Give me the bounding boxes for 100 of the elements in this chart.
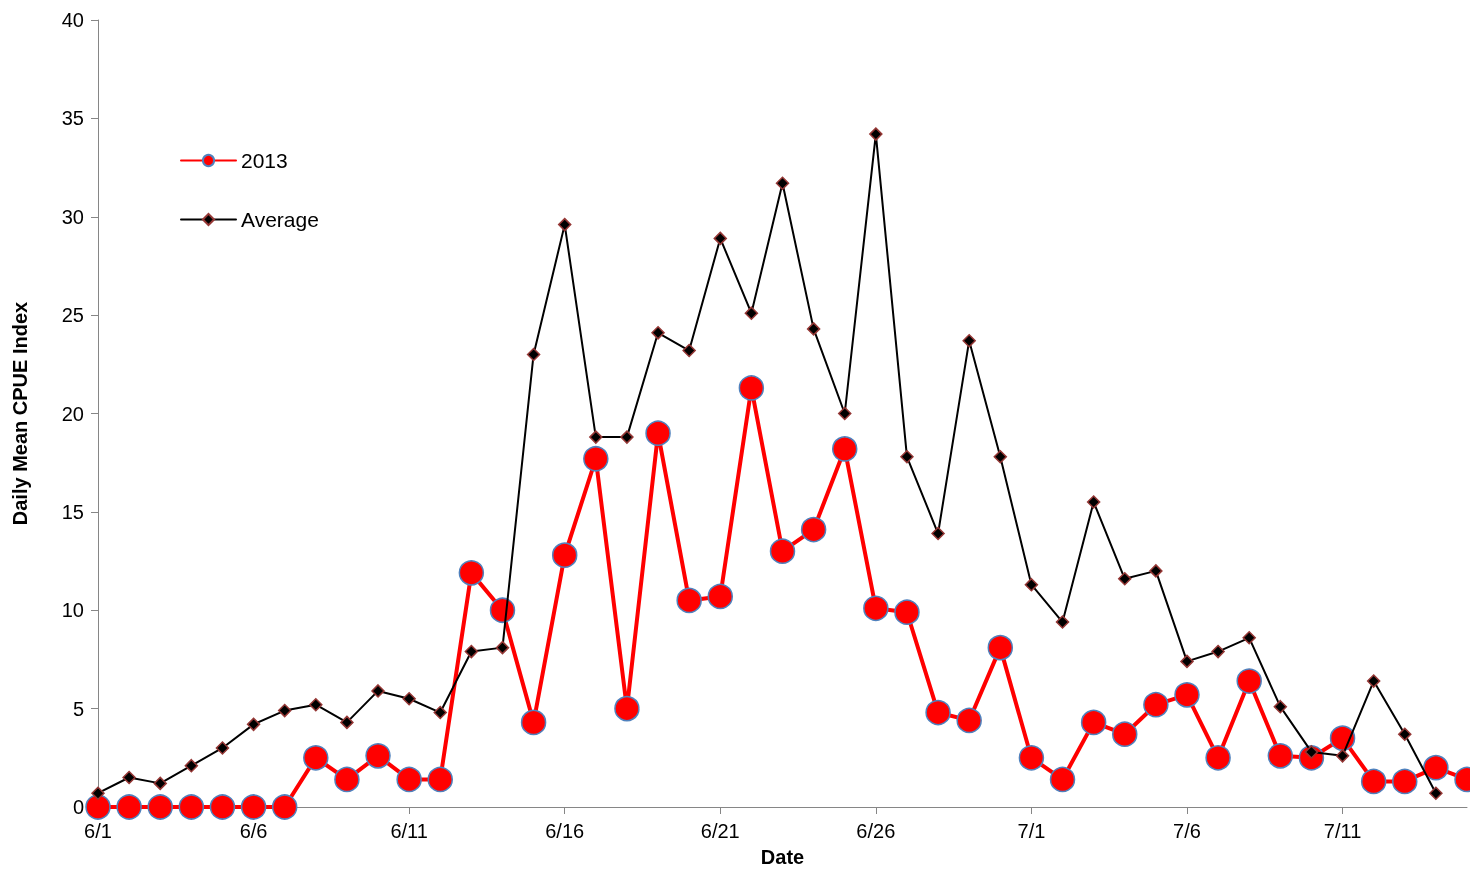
point xyxy=(769,538,796,564)
point xyxy=(303,745,329,771)
point xyxy=(91,786,105,800)
y-tick-label: 20 xyxy=(61,402,84,425)
point xyxy=(433,705,447,720)
point xyxy=(931,526,945,541)
point xyxy=(1429,786,1443,800)
point xyxy=(277,703,292,718)
point xyxy=(1118,572,1132,586)
point xyxy=(869,127,883,141)
point xyxy=(240,794,267,820)
legend-label: 2013 xyxy=(241,149,288,172)
x-tick-label: 7/6 xyxy=(1173,820,1201,842)
point xyxy=(1049,766,1076,793)
y-tick-label: 30 xyxy=(61,205,84,228)
point xyxy=(402,692,416,706)
y-tick-label: 40 xyxy=(61,9,84,31)
point xyxy=(1273,699,1288,714)
point xyxy=(738,375,765,401)
point xyxy=(365,743,391,769)
point xyxy=(464,644,479,659)
x-tick-label: 6/11 xyxy=(390,820,428,842)
point xyxy=(1267,743,1294,769)
point xyxy=(583,446,609,472)
point xyxy=(271,794,298,820)
point xyxy=(495,640,510,655)
x-tick-label: 7/11 xyxy=(1323,820,1362,842)
legend-label: Average xyxy=(241,208,319,231)
point xyxy=(645,420,671,446)
point xyxy=(993,450,1008,464)
point xyxy=(863,595,889,622)
point xyxy=(1335,749,1350,763)
y-tick-label: 25 xyxy=(61,304,84,327)
point xyxy=(1143,691,1169,718)
point xyxy=(676,587,702,614)
point xyxy=(1086,495,1101,509)
point xyxy=(1112,721,1138,747)
point xyxy=(1392,768,1418,795)
point xyxy=(651,326,665,340)
point xyxy=(520,709,547,736)
x-axis-title: Date xyxy=(760,846,805,868)
y-tick-label: 0 xyxy=(72,796,84,818)
point xyxy=(1329,725,1356,751)
point xyxy=(526,347,541,362)
point xyxy=(775,176,790,191)
point xyxy=(1149,564,1163,578)
point xyxy=(246,717,261,732)
point xyxy=(1080,709,1107,736)
point xyxy=(1211,644,1225,659)
x-tick-label: 6/1 xyxy=(84,820,112,842)
x-tick-label: 6/16 xyxy=(545,820,585,842)
x-tick-label: 6/26 xyxy=(856,820,896,842)
y-tick-label: 10 xyxy=(61,599,84,622)
point xyxy=(987,634,1014,661)
point xyxy=(800,516,827,543)
point xyxy=(837,406,852,421)
point xyxy=(178,794,205,820)
point xyxy=(614,695,640,722)
x-tick-label: 7/1 xyxy=(1017,820,1046,842)
point xyxy=(707,583,734,610)
point xyxy=(551,542,578,568)
point xyxy=(925,699,951,726)
x-tick-label: 6/21 xyxy=(700,820,740,842)
point xyxy=(1236,668,1262,694)
point xyxy=(340,715,354,730)
point xyxy=(309,697,323,712)
point xyxy=(1205,745,1231,771)
point xyxy=(1024,577,1039,592)
point xyxy=(153,776,167,791)
point xyxy=(1398,727,1412,741)
point xyxy=(184,758,199,773)
point xyxy=(215,741,230,755)
point xyxy=(209,794,236,820)
point xyxy=(1018,745,1045,771)
point xyxy=(682,343,696,358)
point xyxy=(962,333,976,348)
x-tick-label: 6/6 xyxy=(239,820,268,842)
point xyxy=(116,794,142,820)
point xyxy=(589,430,603,444)
y-axis-title: Daily Mean CPUE Index xyxy=(9,301,31,526)
point xyxy=(458,560,485,586)
y-tick-label: 35 xyxy=(61,107,84,130)
point xyxy=(371,684,385,698)
point xyxy=(620,430,634,444)
point xyxy=(894,599,920,625)
point xyxy=(832,436,858,462)
point xyxy=(85,794,111,820)
point xyxy=(956,707,982,734)
point xyxy=(1366,674,1381,688)
point xyxy=(147,794,173,820)
point xyxy=(806,322,821,336)
point xyxy=(1360,768,1387,795)
point xyxy=(713,231,728,246)
point xyxy=(334,766,360,793)
point xyxy=(900,450,914,464)
point xyxy=(1423,754,1449,781)
point xyxy=(557,217,572,232)
point xyxy=(1242,631,1256,645)
y-tick-label: 5 xyxy=(72,697,84,720)
point xyxy=(744,306,759,320)
